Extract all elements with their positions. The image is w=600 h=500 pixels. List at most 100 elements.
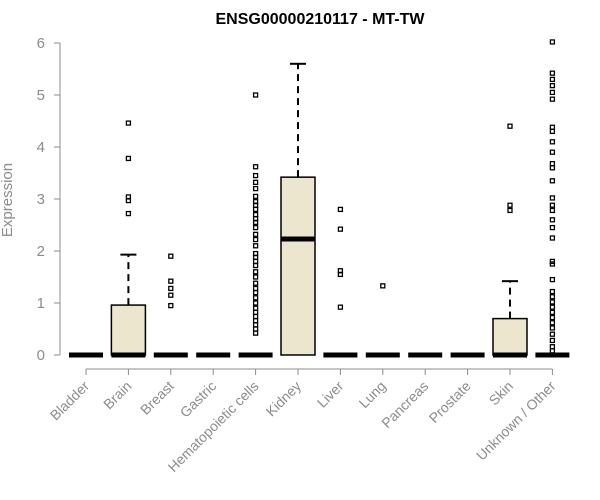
- outlier-point: [549, 348, 556, 354]
- outlier-point: [168, 285, 174, 292]
- outlier-point: [507, 202, 513, 208]
- box-lung: [365, 283, 400, 358]
- outlier-point: [252, 243, 259, 249]
- outlier-point: [549, 165, 556, 171]
- box-body: [110, 304, 147, 356]
- outlier-point: [252, 269, 259, 275]
- outlier-point: [549, 320, 556, 326]
- outlier-point: [252, 295, 259, 301]
- outlier-point: [549, 207, 556, 214]
- outlier-point: [380, 283, 386, 289]
- y-tick-label: 3: [37, 191, 45, 208]
- outlier-point: [252, 164, 259, 170]
- outlier-point: [549, 82, 556, 89]
- x-tick-label: Prostate: [426, 378, 474, 426]
- box-kidney: [280, 62, 316, 356]
- outlier-point: [252, 179, 259, 186]
- outlier-point: [252, 318, 259, 324]
- outlier-point: [252, 313, 259, 320]
- x-tick-label: Liver: [314, 378, 347, 411]
- outlier-point: [549, 124, 556, 130]
- outlier-point: [125, 155, 132, 162]
- outlier-point: [252, 206, 259, 213]
- y-axis: 0 1 2 3 4 5 6: [37, 35, 61, 364]
- outlier-point: [125, 210, 132, 217]
- x-tick-label: Unknown / Other: [473, 378, 559, 464]
- outlier-point: [549, 39, 556, 45]
- outlier-point: [168, 302, 174, 309]
- outlier-point: [252, 198, 259, 205]
- outlier-point: [252, 193, 259, 200]
- outlier-point: [507, 123, 513, 129]
- outlier-point: [252, 285, 259, 292]
- outlier-point: [549, 195, 556, 201]
- y-tick-label: 6: [37, 35, 45, 52]
- outlier-point: [252, 326, 259, 332]
- outlier-point: [549, 128, 556, 135]
- outlier-point: [549, 149, 556, 155]
- outlier-point: [252, 289, 259, 296]
- y-tick-label: 2: [37, 243, 45, 260]
- outlier-point: [549, 217, 556, 223]
- outlier-point: [549, 202, 556, 208]
- y-tick-label: 0: [37, 347, 45, 364]
- outlier-point: [168, 292, 174, 298]
- y-tick-label: 4: [37, 139, 45, 156]
- outlier-point: [252, 262, 259, 269]
- outlier-point: [252, 185, 259, 192]
- outlier-point: [549, 89, 556, 96]
- outlier-point: [252, 216, 259, 222]
- outlier-point: [252, 322, 259, 328]
- y-axis-label: Expression: [0, 163, 16, 237]
- outlier-point: [252, 224, 259, 231]
- outlier-point: [252, 211, 259, 218]
- outlier-point: [252, 258, 259, 265]
- box-skin: [492, 123, 528, 358]
- outlier-point: [337, 268, 344, 274]
- x-tick-label: Skin: [486, 378, 517, 409]
- chart-title: ENSG00000210117 - MT-TW: [216, 11, 426, 28]
- x-tick-label: Pancreas: [378, 378, 431, 431]
- x-tick-label: Bladder: [47, 378, 93, 424]
- outlier-point: [337, 304, 344, 310]
- outlier-point: [549, 331, 556, 337]
- outlier-point: [549, 314, 556, 321]
- outlier-point: [549, 178, 556, 184]
- outlier-point: [252, 330, 259, 336]
- outlier-point: [549, 325, 556, 331]
- box-brain: [110, 120, 147, 358]
- outlier-point: [549, 294, 556, 300]
- outlier-point: [252, 300, 259, 306]
- outlier-point: [549, 309, 556, 316]
- outlier-point: [125, 194, 132, 200]
- outlier-point: [252, 309, 259, 316]
- outlier-point: [252, 231, 259, 238]
- box-liver: [323, 206, 358, 358]
- outlier-point: [252, 280, 259, 286]
- x-tick-label: Brain: [100, 378, 134, 412]
- outlier-point: [252, 172, 259, 179]
- outlier-point: [549, 258, 556, 265]
- outlier-point: [252, 274, 259, 280]
- box-hematopoietic-cells: [238, 92, 273, 358]
- x-tick-label: Kidney: [263, 378, 305, 420]
- outlier-point: [337, 206, 344, 213]
- outlier-point: [252, 250, 259, 257]
- boxes-group: [69, 39, 570, 358]
- y-tick-label: 5: [37, 87, 45, 104]
- outlier-point: [549, 224, 556, 231]
- outlier-point: [549, 96, 556, 102]
- outlier-point: [549, 160, 556, 167]
- outlier-point: [168, 278, 174, 284]
- x-tick-label: Lung: [356, 378, 389, 411]
- box-body: [492, 317, 528, 356]
- y-tick-label: 1: [37, 295, 45, 312]
- outlier-point: [549, 337, 556, 344]
- x-tick-label: Breast: [137, 378, 177, 418]
- box-breast: [153, 253, 188, 358]
- outlier-point: [549, 299, 556, 305]
- outlier-point: [252, 236, 259, 243]
- outlier-point: [549, 235, 556, 241]
